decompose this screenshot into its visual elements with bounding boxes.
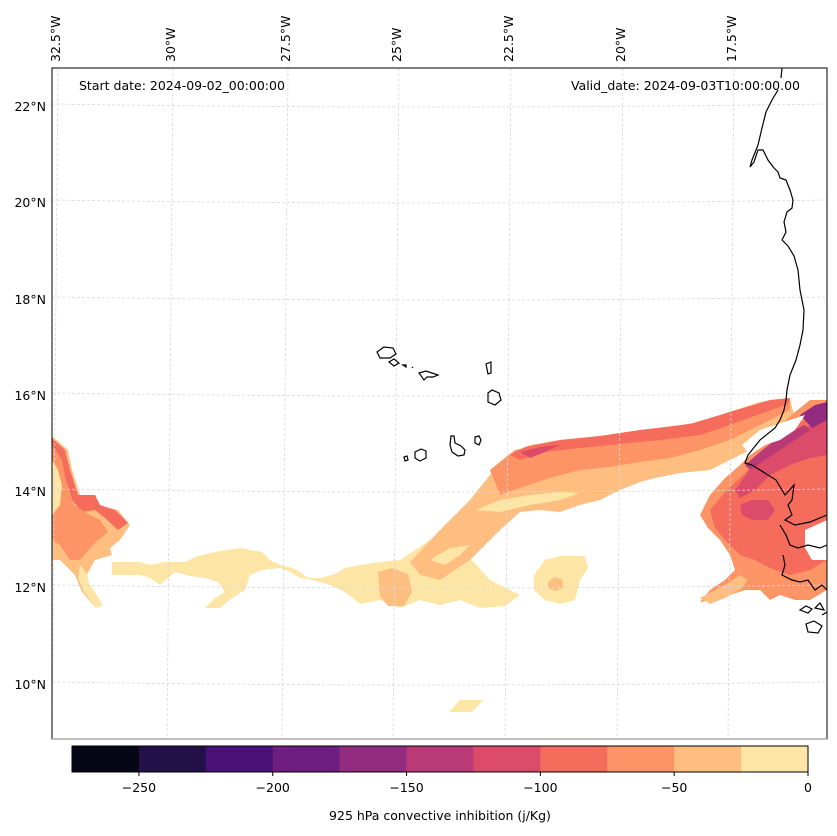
colorbar-tick-label: −200: [256, 780, 290, 795]
colorbar-swatch: [272, 746, 341, 772]
island-santo-antao: [376, 346, 397, 359]
latitude-label: 22°N: [14, 99, 46, 114]
start-date-label: Start date: 2024-09-02_00:00:00: [79, 78, 285, 93]
parallel-gridline: [52, 488, 827, 493]
parallel-gridline: [52, 296, 827, 301]
no-data-hole: [742, 415, 805, 455]
latitude-label: 12°N: [14, 580, 46, 595]
cin-contour-level: [112, 500, 520, 608]
longitude-label: 27.5°W: [278, 16, 293, 62]
longitude-label: 22.5°W: [501, 16, 516, 62]
cin-contour-level: [52, 445, 108, 560]
colorbar-swatch: [138, 746, 207, 772]
valid-date-label: Valid_date: 2024-09-03T10:00:00.00: [570, 78, 800, 93]
colorbar-swatch: [406, 746, 474, 772]
island-sao-nicolau: [418, 370, 440, 381]
meridian-gridline: [392, 68, 400, 739]
cin-contour-level: [78, 565, 102, 608]
latitude-labels: 22°N 20°N 18°N 16°N 14°N 12°N 10°N: [14, 99, 46, 692]
parallel-gridline: [52, 199, 827, 204]
colorbar-swatch: [473, 746, 541, 772]
meridian-gridline: [504, 68, 512, 739]
coastlines: [376, 68, 827, 634]
cin-field: [52, 398, 827, 712]
island-brava: [403, 455, 409, 462]
meridian-gridline: [166, 68, 174, 739]
cin-region-southern-band: [112, 500, 520, 608]
colorbar-swatch: [72, 746, 140, 772]
parallel-gridline: [52, 681, 827, 686]
meridian-gridline: [727, 68, 735, 739]
cin-region-small-patch-south: [449, 700, 483, 712]
cin-contour-level: [800, 402, 827, 428]
colorbar-swatch: [741, 746, 809, 772]
cin-contour-level: [430, 545, 470, 565]
coastline-bijagos: [798, 602, 827, 634]
island-raso: [411, 366, 414, 369]
coastline-africa: [744, 68, 827, 591]
cin-region-diagonal-band: [410, 398, 795, 580]
colorbar-tick-label: 0: [804, 780, 812, 795]
colorbar-label: 925 hPa convective inhibition (j/Kg): [329, 808, 551, 823]
cin-contour-level: [520, 445, 560, 458]
colorbar-swatch: [607, 746, 675, 772]
colorbar: [71, 745, 809, 773]
colorbar-swatch: [540, 746, 608, 772]
longitude-label: 30°W: [163, 27, 178, 62]
latitude-label: 14°N: [14, 484, 46, 499]
parallel-gridline: [52, 584, 827, 589]
cin-contour-level: [476, 492, 580, 512]
map-area: [52, 68, 827, 739]
island-boa-vista: [487, 389, 502, 406]
longitude-labels: 32.5°W 30°W 27.5°W 25°W 22.5°W 20°W 17.5°W: [48, 16, 739, 62]
meridian-gridline: [281, 68, 289, 739]
colorbar-tick-label: −50: [661, 780, 687, 795]
latitude-label: 18°N: [14, 292, 46, 307]
cin-region-senegal: [700, 400, 827, 604]
longitude-label: 32.5°W: [48, 16, 63, 62]
longitude-label: 25°W: [389, 27, 404, 62]
gridlines: [52, 68, 827, 739]
cin-contour-level: [735, 420, 827, 498]
colorbar-tick-label: −100: [523, 780, 557, 795]
island-maio: [474, 435, 482, 446]
longitude-label: 17.5°W: [724, 16, 739, 62]
colorbar-swatch: [205, 746, 274, 772]
no-data-hole: [660, 480, 690, 502]
island-sao-vicente: [387, 358, 401, 367]
longitude-label: 20°W: [613, 27, 628, 62]
colorbar-ticks: −250 −200 −150 −100 −50 0: [122, 772, 812, 795]
colorbar-swatch: [339, 746, 408, 772]
meridian-gridline: [616, 68, 624, 739]
island-sal: [485, 361, 492, 375]
cin-contour-level: [510, 398, 790, 460]
island-fogo: [414, 448, 427, 462]
parallel-gridline: [52, 103, 827, 108]
parallel-gridline: [52, 392, 827, 397]
cin-contour-level: [700, 575, 748, 604]
island-santiago: [449, 435, 466, 457]
cin-contour-level: [745, 425, 810, 470]
latitude-label: 16°N: [14, 388, 46, 403]
colorbar-tick-label: −250: [122, 780, 156, 795]
colorbar-swatch: [674, 746, 742, 772]
meridian-gridline: [52, 68, 59, 739]
colorbar-tick-label: −150: [389, 780, 423, 795]
no-data-hole: [805, 520, 827, 560]
colorbar-outline: [71, 745, 809, 773]
cin-contour-level: [378, 568, 412, 606]
latitude-label: 20°N: [14, 195, 46, 210]
latitude-label: 10°N: [14, 677, 46, 692]
island-santa-luzia: [401, 364, 407, 369]
cin-contour-level: [740, 500, 775, 520]
